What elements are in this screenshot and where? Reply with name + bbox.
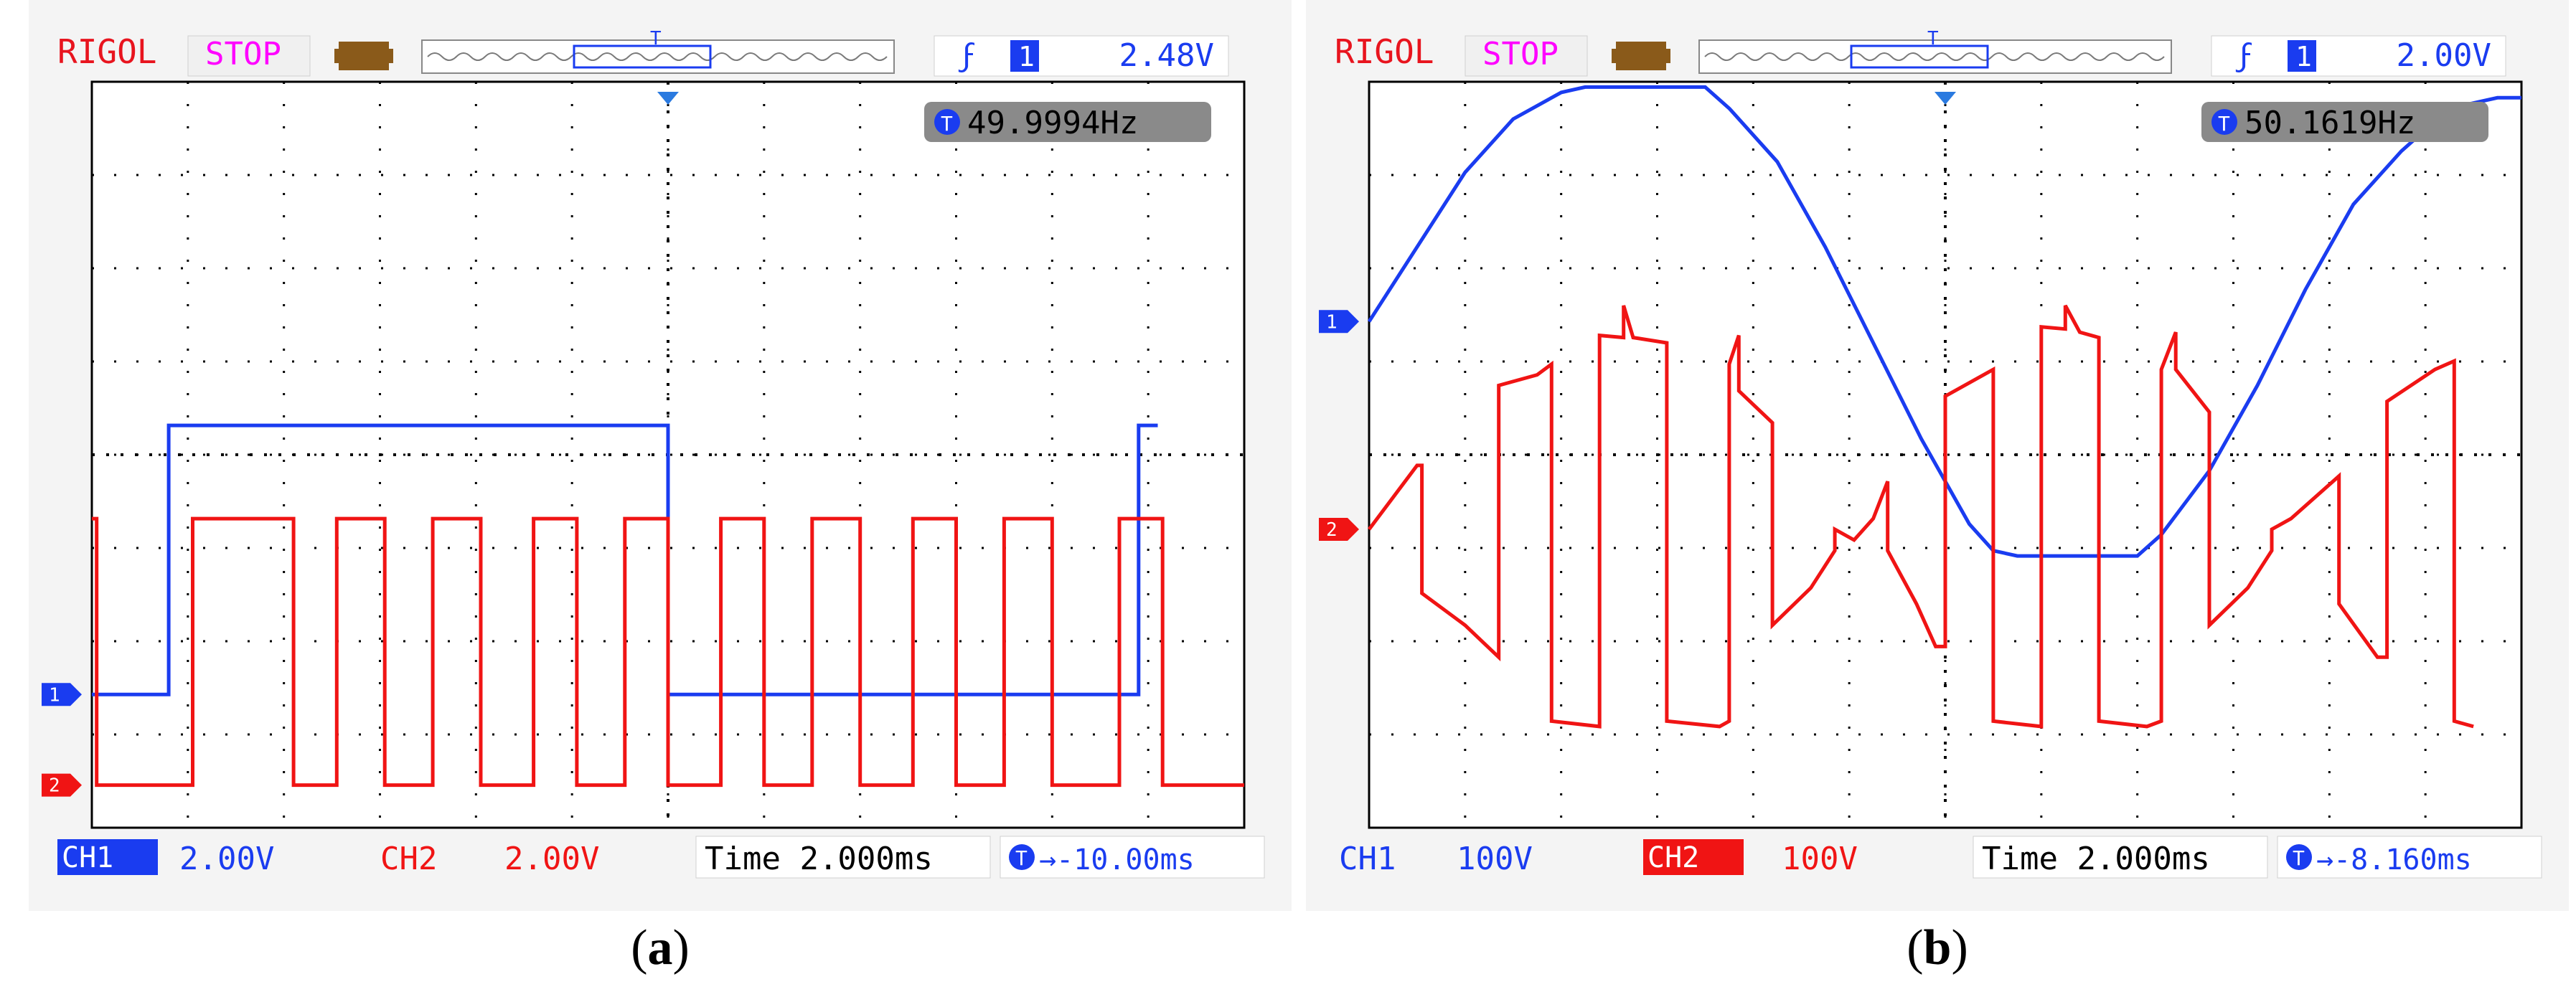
caption-b: (b)	[1907, 920, 1968, 975]
ch2-scale: 100V	[1782, 841, 1858, 877]
ch1-ground-marker: 1	[1319, 310, 1359, 334]
trigger-position-marker	[657, 92, 679, 105]
ch2-label: CH2	[380, 841, 437, 877]
brand-label: RIGOL	[57, 32, 156, 71]
frequency-readout: T 50.1619Hz	[2201, 102, 2488, 142]
ch1-label: CH1	[62, 841, 113, 874]
time-offset: →-10.00ms	[1039, 843, 1195, 876]
ch1-scale: 2.00V	[179, 841, 274, 877]
brand-label: RIGOL	[1335, 32, 1434, 71]
memory-depth-icon	[1612, 42, 1670, 70]
scope-panel-a: RIGOL STOP T ϝ 1 2.48V T	[29, 0, 1292, 1002]
timebase: Time 2.000ms	[705, 841, 933, 877]
svg-text:T: T	[1927, 28, 1939, 49]
ch1-active-badge	[57, 839, 158, 875]
ch1-scale: 100V	[1457, 841, 1533, 877]
trigger-level: 2.00V	[2397, 37, 2491, 74]
timer-icon	[934, 109, 960, 135]
trigger-channel: 1	[1018, 41, 1035, 72]
timebase: Time 2.000ms	[1982, 841, 2210, 877]
footer-bar: CH1 2.00V CH2 2.00V Time 2.000ms T →-10.…	[57, 836, 1265, 879]
svg-text:T: T	[1015, 846, 1028, 870]
header-bar: RIGOL STOP T ϝ 1 2.00V	[1335, 28, 2506, 77]
trigger-position-marker	[1935, 92, 1956, 105]
footer-bar: CH1 100V CH2 100V Time 2.000ms T →-8.160…	[1339, 836, 2542, 879]
scope-screen-b: RIGOL STOP T ϝ 1 2.00V T	[1306, 0, 2569, 911]
scope-screen-a: RIGOL STOP T ϝ 1 2.48V T	[29, 0, 1292, 911]
svg-text:T: T	[2218, 112, 2230, 136]
header-bar: RIGOL STOP T ϝ 1 2.48V	[57, 28, 1229, 77]
memory-depth-icon	[334, 42, 393, 70]
svg-text:1: 1	[49, 684, 60, 706]
trigger-box	[934, 35, 1229, 77]
ch2-trace	[92, 516, 1244, 788]
ch2-ground-marker: 2	[42, 773, 82, 797]
trigger-channel-badge	[1010, 40, 1039, 72]
trigger-edge-icon: ϝ	[958, 37, 976, 74]
run-status: STOP	[205, 36, 281, 72]
frequency-value: 49.9994Hz	[967, 105, 1138, 141]
time-offset: →-8.160ms	[2316, 843, 2472, 876]
time-offset-icon	[2286, 844, 2312, 870]
status-box	[187, 35, 311, 77]
ch2-active-badge	[1643, 839, 1744, 875]
ch1-label: CH1	[1339, 841, 1396, 877]
waveform-overview-icon: T	[421, 28, 895, 74]
svg-text:T: T	[2293, 846, 2305, 870]
ch2-label: CH2	[1647, 841, 1699, 874]
svg-text:2: 2	[49, 775, 60, 797]
trigger-box	[2211, 35, 2506, 77]
caption-a: (a)	[631, 920, 690, 975]
ch2-ground-marker: 2	[1319, 518, 1359, 541]
svg-text:T: T	[941, 112, 953, 136]
ch1-ground-marker: 1	[42, 683, 82, 706]
trigger-level: 2.48V	[1119, 37, 1214, 74]
trigger-edge-icon: ϝ	[2235, 37, 2253, 74]
scope-panel-b: RIGOL STOP T ϝ 1 2.00V T	[1306, 0, 2569, 1002]
time-offset-icon	[1009, 844, 1035, 870]
ch1-trace	[1367, 85, 2521, 558]
waveform-overview-icon: T	[1698, 28, 2172, 74]
trigger-channel-badge	[2288, 40, 2316, 72]
timer-icon	[2211, 109, 2237, 135]
status-box	[1465, 35, 1588, 77]
trigger-channel: 1	[2295, 41, 2312, 72]
ch2-trace	[1368, 304, 2474, 729]
frequency-readout: T 49.9994Hz	[924, 102, 1211, 142]
frequency-value: 50.1619Hz	[2244, 105, 2415, 141]
svg-text:2: 2	[1326, 519, 1338, 541]
svg-text:T: T	[650, 28, 662, 49]
svg-text:1: 1	[1326, 311, 1338, 333]
ch2-scale: 2.00V	[504, 841, 599, 877]
run-status: STOP	[1482, 36, 1559, 72]
